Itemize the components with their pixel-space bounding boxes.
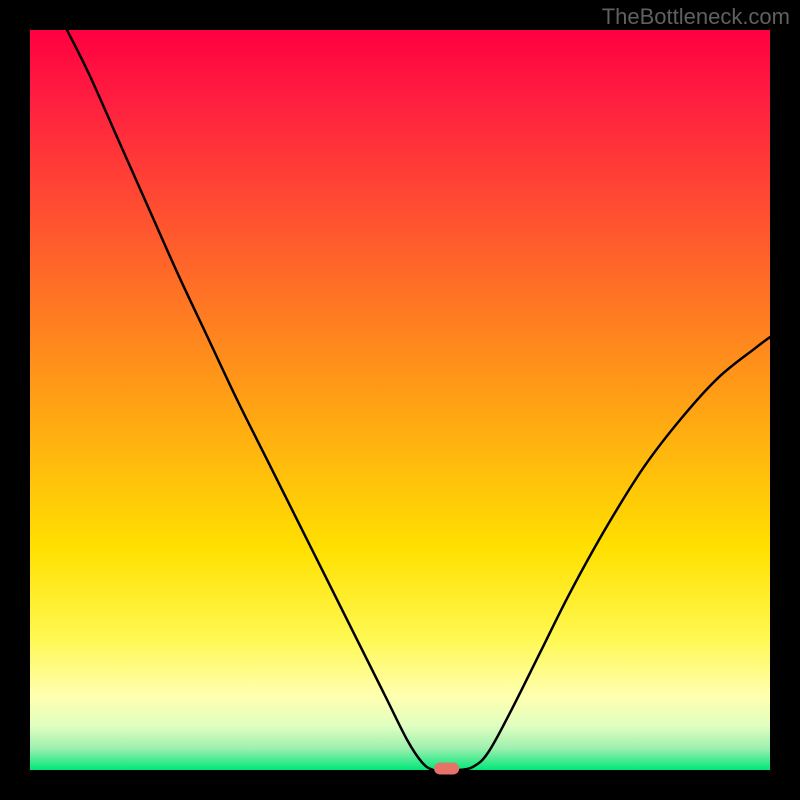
- plot-background: [30, 30, 770, 770]
- optimal-marker: [434, 763, 459, 775]
- bottleneck-chart: TheBottleneck.com: [0, 0, 800, 800]
- chart-svg: [0, 0, 800, 800]
- watermark-text: TheBottleneck.com: [602, 4, 790, 30]
